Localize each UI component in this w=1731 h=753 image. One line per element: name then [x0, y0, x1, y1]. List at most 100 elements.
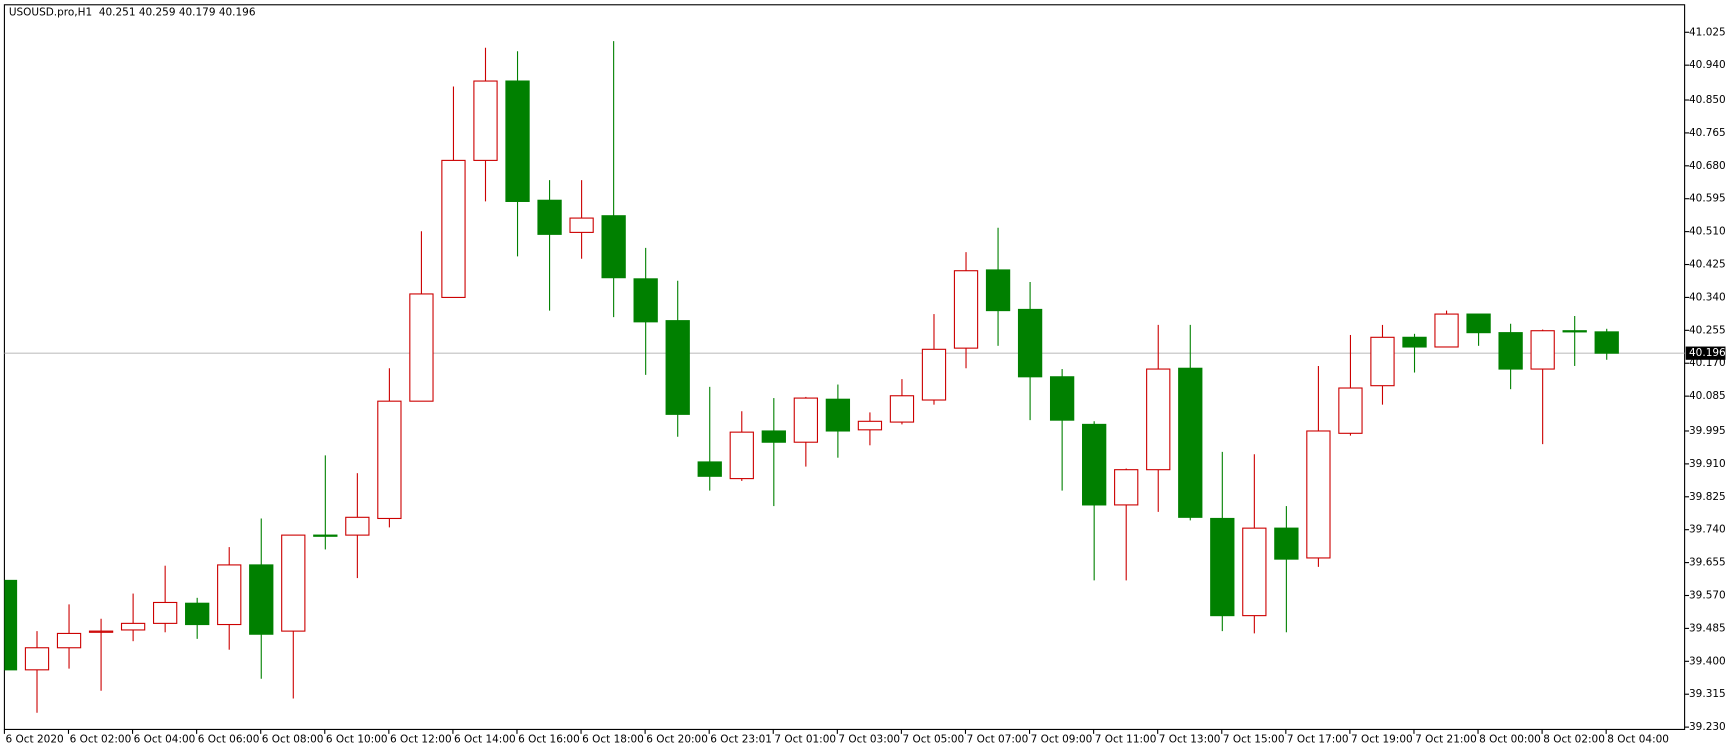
candle-body: [249, 564, 274, 635]
candle-body: [1594, 331, 1619, 354]
candle-body: [665, 320, 690, 415]
candle-body: [697, 461, 722, 477]
candle-body: [1402, 336, 1427, 348]
x-tick-label: 6 Oct 23:01: [710, 733, 772, 745]
header-low: 40.179: [179, 7, 216, 19]
x-tick-label: 7 Oct 11:00: [1095, 733, 1157, 745]
header-open: 40.251: [99, 7, 136, 19]
candle-body: [985, 269, 1011, 312]
y-tick-label: 40.940: [1689, 59, 1726, 71]
symbol: USOUSD.pro,H1: [9, 7, 92, 19]
candle-body: [152, 601, 178, 624]
x-tick-label: 8 Oct 00:00: [1479, 733, 1541, 745]
candle-body: [1530, 330, 1555, 370]
x-tick-label: 8 Oct 04:00: [1607, 733, 1669, 745]
candle-body: [1338, 387, 1363, 434]
x-tick-label: 6 Oct 16:00: [518, 733, 580, 745]
price-label: 40.196: [1689, 347, 1726, 359]
candle-body: [569, 217, 594, 233]
candle-body: [1082, 423, 1107, 506]
y-tick-label: 39.400: [1689, 655, 1726, 667]
y-tick-label: 39.740: [1689, 524, 1726, 536]
x-tick-label: 7 Oct 03:00: [838, 733, 900, 745]
candle-body: [793, 397, 818, 443]
y-tick-label: 40.255: [1689, 324, 1726, 336]
candle-body: [1434, 313, 1459, 348]
candle-body: [857, 420, 883, 431]
x-tick-label: 7 Oct 05:00: [903, 733, 965, 745]
candle-body: [825, 398, 851, 432]
x-tick-label: 6 Oct 04:00: [134, 733, 196, 745]
candle-body: [889, 395, 915, 423]
candle-body: [537, 199, 562, 235]
x-tick-label: 7 Oct 07:00: [967, 733, 1029, 745]
candle-body: [1146, 368, 1171, 471]
y-tick-label: 40.340: [1689, 291, 1726, 303]
candle-body: [1370, 336, 1395, 387]
candle-body: [345, 516, 370, 536]
x-tick-label: 6 Oct 2020: [6, 733, 64, 745]
candle-body: [4, 579, 18, 671]
candle-body: [56, 632, 82, 649]
y-tick-label: 39.570: [1689, 590, 1726, 602]
y-tick-label: 39.995: [1689, 425, 1726, 437]
candle-body: [409, 293, 434, 402]
candle-body: [1466, 313, 1491, 334]
y-tick-label: 39.230: [1689, 721, 1726, 733]
candle-body: [953, 270, 979, 349]
candle-body: [729, 431, 754, 480]
y-tick-label: 39.825: [1689, 491, 1726, 503]
candle-body: [921, 348, 947, 401]
x-tick-label: 7 Oct 21:00: [1415, 733, 1477, 745]
x-tick-label: 7 Oct 19:00: [1351, 733, 1413, 745]
candle-body: [217, 564, 242, 626]
candle-body: [441, 159, 466, 298]
candle-body: [473, 80, 498, 161]
candle-body: [1017, 308, 1043, 378]
candle-body: [1562, 330, 1587, 333]
y-tick-label: 40.425: [1689, 259, 1726, 271]
candle-body: [1242, 527, 1267, 617]
candle-body: [1498, 332, 1523, 370]
candle-body: [761, 430, 786, 443]
y-tick-label: 39.315: [1689, 688, 1726, 700]
x-tick-label: 7 Oct 17:00: [1287, 733, 1349, 745]
candle-body: [1114, 469, 1139, 506]
price-label-box: [1685, 346, 1726, 360]
candle-body: [377, 400, 402, 520]
y-tick-label: 39.485: [1689, 622, 1726, 634]
x-tick-label: 6 Oct 14:00: [454, 733, 516, 745]
header-close: 40.196: [219, 7, 256, 19]
x-tick-label: 6 Oct 02:00: [70, 733, 132, 745]
y-tick-label: 40.850: [1689, 94, 1726, 106]
candle-body: [120, 622, 146, 631]
y-tick-label: 41.025: [1689, 26, 1726, 38]
candle-body: [633, 278, 658, 323]
header-high: 40.259: [139, 7, 176, 19]
x-tick-label: 7 Oct 15:00: [1223, 733, 1285, 745]
x-tick-label: 6 Oct 12:00: [390, 733, 452, 745]
x-tick-label: 6 Oct 20:00: [646, 733, 708, 745]
x-tick-label: 6 Oct 10:00: [326, 733, 388, 745]
candle-body: [88, 630, 114, 633]
x-tick-label: 6 Oct 06:00: [198, 733, 260, 745]
y-tick-label: 39.655: [1689, 557, 1726, 569]
candle-body: [281, 534, 306, 632]
candle-body: [1306, 430, 1331, 559]
candle-body: [1178, 367, 1203, 518]
y-tick-label: 40.765: [1689, 127, 1726, 139]
x-tick-label: 7 Oct 01:00: [774, 733, 836, 745]
y-tick-label: 40.085: [1689, 390, 1726, 402]
y-tick-label: 40.170: [1689, 357, 1726, 369]
y-tick-label: 40.510: [1689, 226, 1726, 238]
candle-body: [1274, 527, 1299, 560]
chart-header: USOUSD.pro,H1 40.251 40.259 40.179 40.196: [9, 7, 256, 19]
x-tick-label: 7 Oct 09:00: [1031, 733, 1093, 745]
candle-body: [1210, 517, 1235, 617]
y-tick-label: 40.595: [1689, 193, 1726, 205]
y-tick-label: 40.680: [1689, 160, 1726, 172]
y-tick-label: 39.910: [1689, 458, 1726, 470]
x-tick-label: 6 Oct 18:00: [582, 733, 644, 745]
candle-body: [505, 80, 530, 202]
